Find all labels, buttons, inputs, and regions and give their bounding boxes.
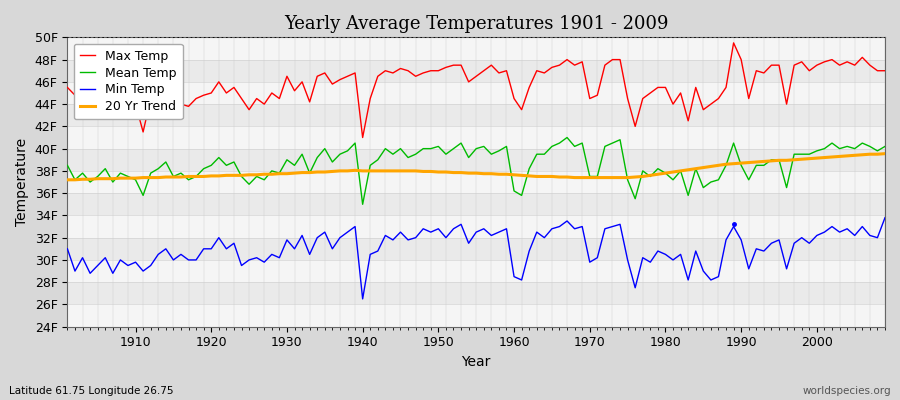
Max Temp xyxy=(608,57,618,62)
Min Temp xyxy=(517,278,527,282)
Text: Latitude 61.75 Longitude 26.75: Latitude 61.75 Longitude 26.75 xyxy=(9,386,174,396)
Bar xyxy=(68,60,885,82)
Max Temp xyxy=(517,107,527,112)
Bar xyxy=(68,238,885,260)
Line: Min Temp: Min Temp xyxy=(68,218,885,299)
20 Yr Trend xyxy=(599,175,610,180)
20 Yr Trend xyxy=(289,171,300,176)
Max Temp xyxy=(357,135,368,140)
Max Temp xyxy=(289,88,300,93)
Mean Temp xyxy=(517,193,527,198)
Min Temp xyxy=(508,274,519,279)
Text: worldspecies.org: worldspecies.org xyxy=(803,386,891,396)
Max Temp xyxy=(879,68,890,73)
Mean Temp xyxy=(615,137,626,142)
Bar xyxy=(68,104,885,126)
Mean Temp xyxy=(335,152,346,157)
Title: Yearly Average Temperatures 1901 - 2009: Yearly Average Temperatures 1901 - 2009 xyxy=(284,15,669,33)
Mean Temp xyxy=(289,163,300,168)
20 Yr Trend xyxy=(122,176,133,180)
20 Yr Trend xyxy=(508,172,519,177)
20 Yr Trend xyxy=(501,172,512,177)
Mean Temp xyxy=(562,135,572,140)
Max Temp xyxy=(62,85,73,90)
Bar xyxy=(68,282,885,304)
Line: Max Temp: Max Temp xyxy=(68,43,885,138)
Mean Temp xyxy=(62,163,73,168)
Min Temp xyxy=(122,263,133,268)
Min Temp xyxy=(357,296,368,301)
Mean Temp xyxy=(879,144,890,149)
Min Temp xyxy=(335,235,346,240)
Mean Temp xyxy=(508,188,519,193)
20 Yr Trend xyxy=(335,168,346,173)
Max Temp xyxy=(508,96,519,101)
Y-axis label: Temperature: Temperature xyxy=(15,138,29,226)
Mean Temp xyxy=(357,202,368,207)
Line: Mean Temp: Mean Temp xyxy=(68,138,885,204)
Min Temp xyxy=(289,246,300,251)
Legend: Max Temp, Mean Temp, Min Temp, 20 Yr Trend: Max Temp, Mean Temp, Min Temp, 20 Yr Tre… xyxy=(74,44,183,119)
Min Temp xyxy=(608,224,618,229)
Bar xyxy=(68,193,885,216)
Min Temp xyxy=(879,215,890,220)
Min Temp xyxy=(62,246,73,251)
Max Temp xyxy=(335,77,346,82)
Mean Temp xyxy=(122,174,133,179)
20 Yr Trend xyxy=(879,151,890,156)
Line: 20 Yr Trend: 20 Yr Trend xyxy=(68,154,885,180)
Bar xyxy=(68,149,885,171)
Max Temp xyxy=(728,40,739,45)
20 Yr Trend xyxy=(62,178,73,182)
Max Temp xyxy=(122,98,133,103)
X-axis label: Year: Year xyxy=(462,355,490,369)
